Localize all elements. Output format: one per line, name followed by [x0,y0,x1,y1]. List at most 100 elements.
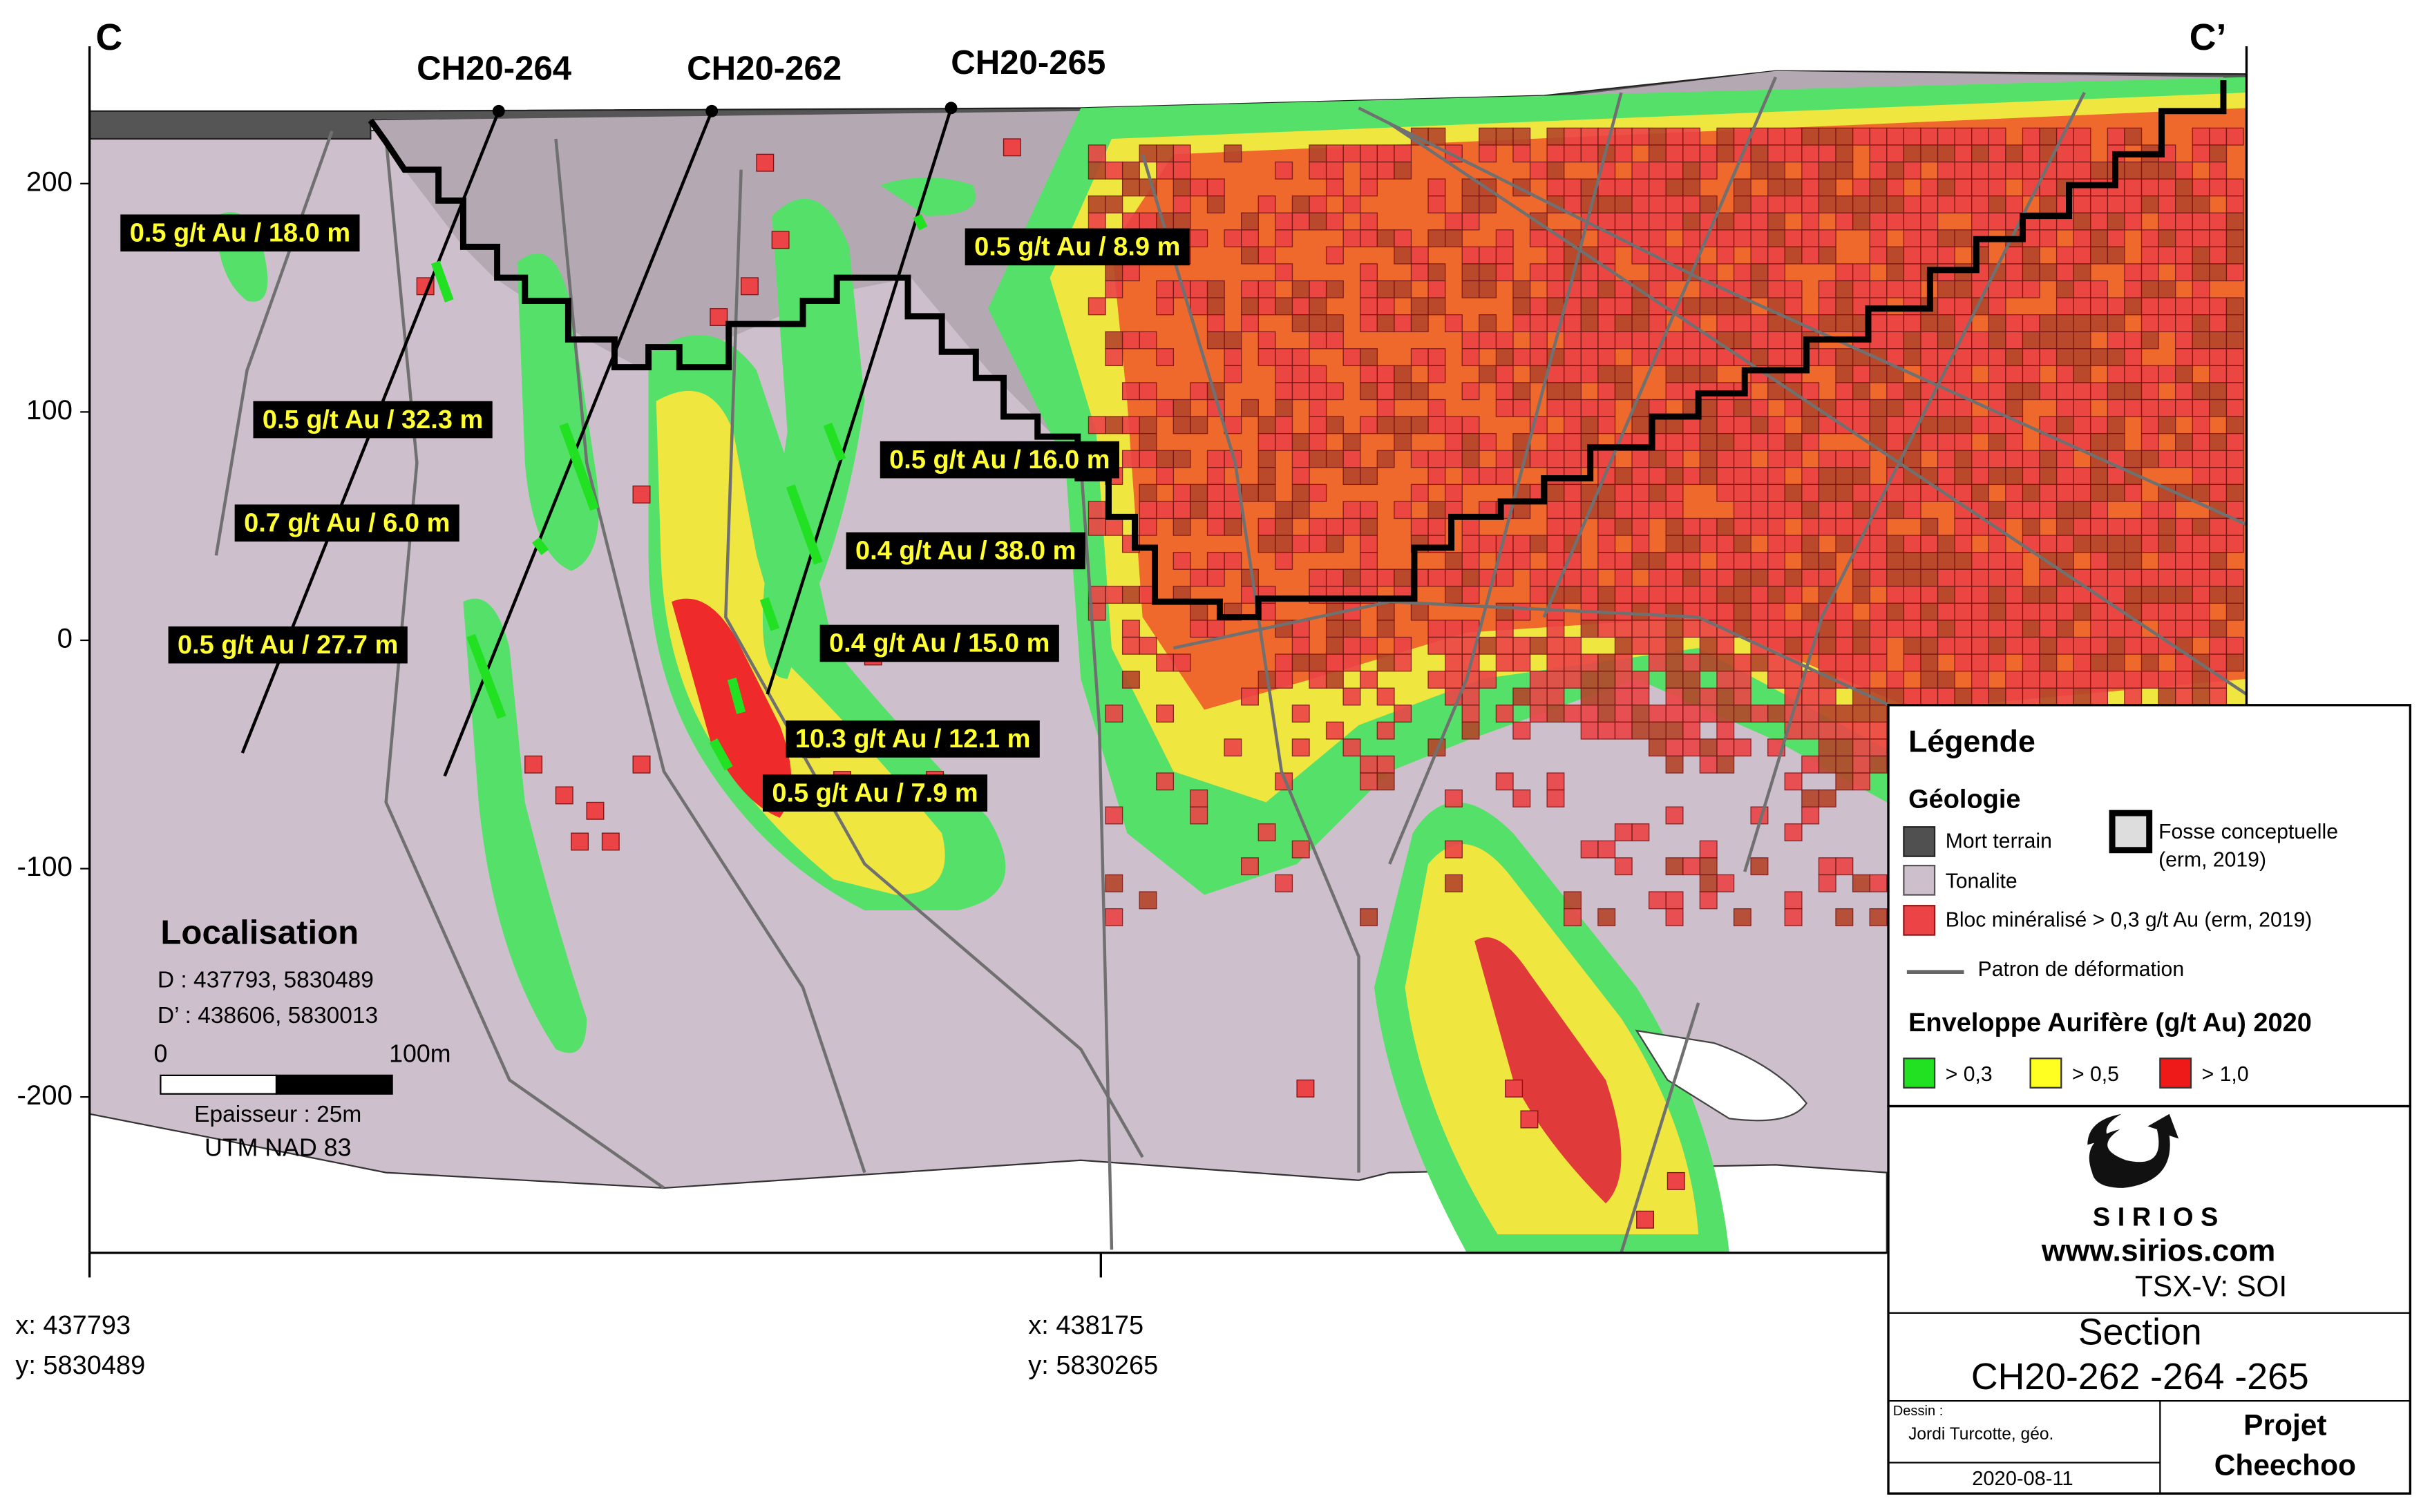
mineralized-block [1479,365,1497,383]
mineralized-block [1988,501,2006,519]
mineralized-block [1580,840,1599,859]
mineralized-block [1190,416,1208,434]
date: 2020-08-11 [1972,1468,2073,1490]
mineralized-block [1903,568,1921,587]
mineralized-block [1631,636,1650,655]
mineralized-block [1767,501,1785,519]
mineralized-block [2039,467,2058,486]
intercept-segment [466,633,506,720]
mineralized-block [2073,229,2091,248]
mineralized-block [1445,416,1463,434]
mineralized-block [1801,127,1820,146]
mineralized-block [1614,857,1633,876]
mineralized-block [1597,721,1616,740]
mineralized-block [1835,772,1854,791]
mineralized-block [2140,636,2159,655]
mineralized-block [2158,416,2176,434]
mineralized-block [1716,705,1735,723]
mineralized-block [1325,246,1344,265]
mineralized-block [2056,348,2074,367]
mineralized-block [1088,161,1106,180]
mineralized-block [1614,823,1633,842]
mineralized-block [1376,687,1395,706]
mineralized-block [1988,636,2006,655]
mineralized-block [1445,653,1463,672]
mineralized-block [2039,501,2058,519]
mineralized-block [1784,586,1803,604]
mineralized-block [1886,687,1905,706]
mineralized-block [1801,755,1820,774]
mineralized-block [1427,450,1446,468]
mineralized-block [1580,127,1599,146]
mineralized-block [2175,517,2193,536]
mineralized-block [1784,246,1803,265]
mineralized-block [1716,602,1735,621]
mineralized-block [2056,314,2074,332]
mineralized-block [1088,212,1106,231]
mineralized-block [1427,127,1446,146]
mineralized-block [2022,246,2040,265]
mineralized-block [1121,416,1140,434]
mineralized-block [2073,382,2091,401]
mineralized-block [1988,432,2006,451]
mineralized-block [1495,348,1514,367]
mineralized-block [1241,246,1259,265]
intercept-label: 0.4 g/t Au / 38.0 m [855,537,1076,566]
mineralized-block [1869,738,1888,757]
mineralized-block [2039,687,2058,706]
mineralized-block [1852,399,1870,417]
mineralized-block [1852,280,1870,298]
mineralized-block [1291,212,1310,231]
mineralized-block [1410,450,1429,468]
mineralized-block [1580,399,1599,417]
mineralized-block [2022,586,2040,604]
mineralized-block [1937,636,1955,655]
mineralized-block [1665,806,1684,825]
envelope-low [517,253,599,571]
mineralized-block [1682,365,1701,383]
mineralized-block [1852,620,1870,638]
mineralized-block [1427,263,1446,282]
mineralized-block [1920,551,1939,570]
mineralized-block [2209,365,2228,383]
mineralized-block [1597,653,1616,672]
mineralized-block [1920,636,1939,655]
section-name: CH20-262 -264 -265 [1971,1356,2309,1397]
legend-item: Fosse conceptuelle [2158,821,2338,843]
mineralized-block [1869,874,1888,892]
mineralized-block [1954,178,1973,197]
mineralized-block [1291,432,1310,451]
mineralized-block [2039,382,2058,401]
mineralized-block [1767,450,1785,468]
mineralized-block [1648,161,1667,180]
mineralized-block [1139,432,1157,451]
mineralized-block [1342,229,1361,248]
mineralized-block [1564,365,1582,383]
deformation-line [1620,1002,1700,1254]
mineralized-block [1529,297,1548,316]
mineralized-block [2124,687,2143,706]
mineralized-block [1394,161,1412,180]
mineralized-block [1665,653,1684,672]
mineralized-block [1699,568,1718,587]
mineralized-block [1988,127,2006,146]
drill-hole-name: CH20-262 [687,50,842,88]
mineralized-block [1835,297,1854,316]
mineralized-block [1564,127,1582,146]
mineralized-block [1360,670,1378,689]
mineralized-block [2005,450,2024,468]
mineralized-block [2175,348,2193,367]
mineralized-block [1682,705,1701,723]
mineralized-block [2225,450,2244,468]
mineralized-block [1648,229,1667,248]
mineralized-block [1275,416,1293,434]
mineralized-block [1360,467,1378,486]
mineralized-block [1088,517,1106,536]
mineralized-block [1699,874,1718,892]
mineralized-block [1886,416,1905,434]
mineralized-block [1716,484,1735,502]
mineralized-block [1699,840,1718,859]
mineralized-block [1121,331,1140,350]
mineralized-block [1206,501,1225,519]
mineralized-block [2073,212,2091,231]
